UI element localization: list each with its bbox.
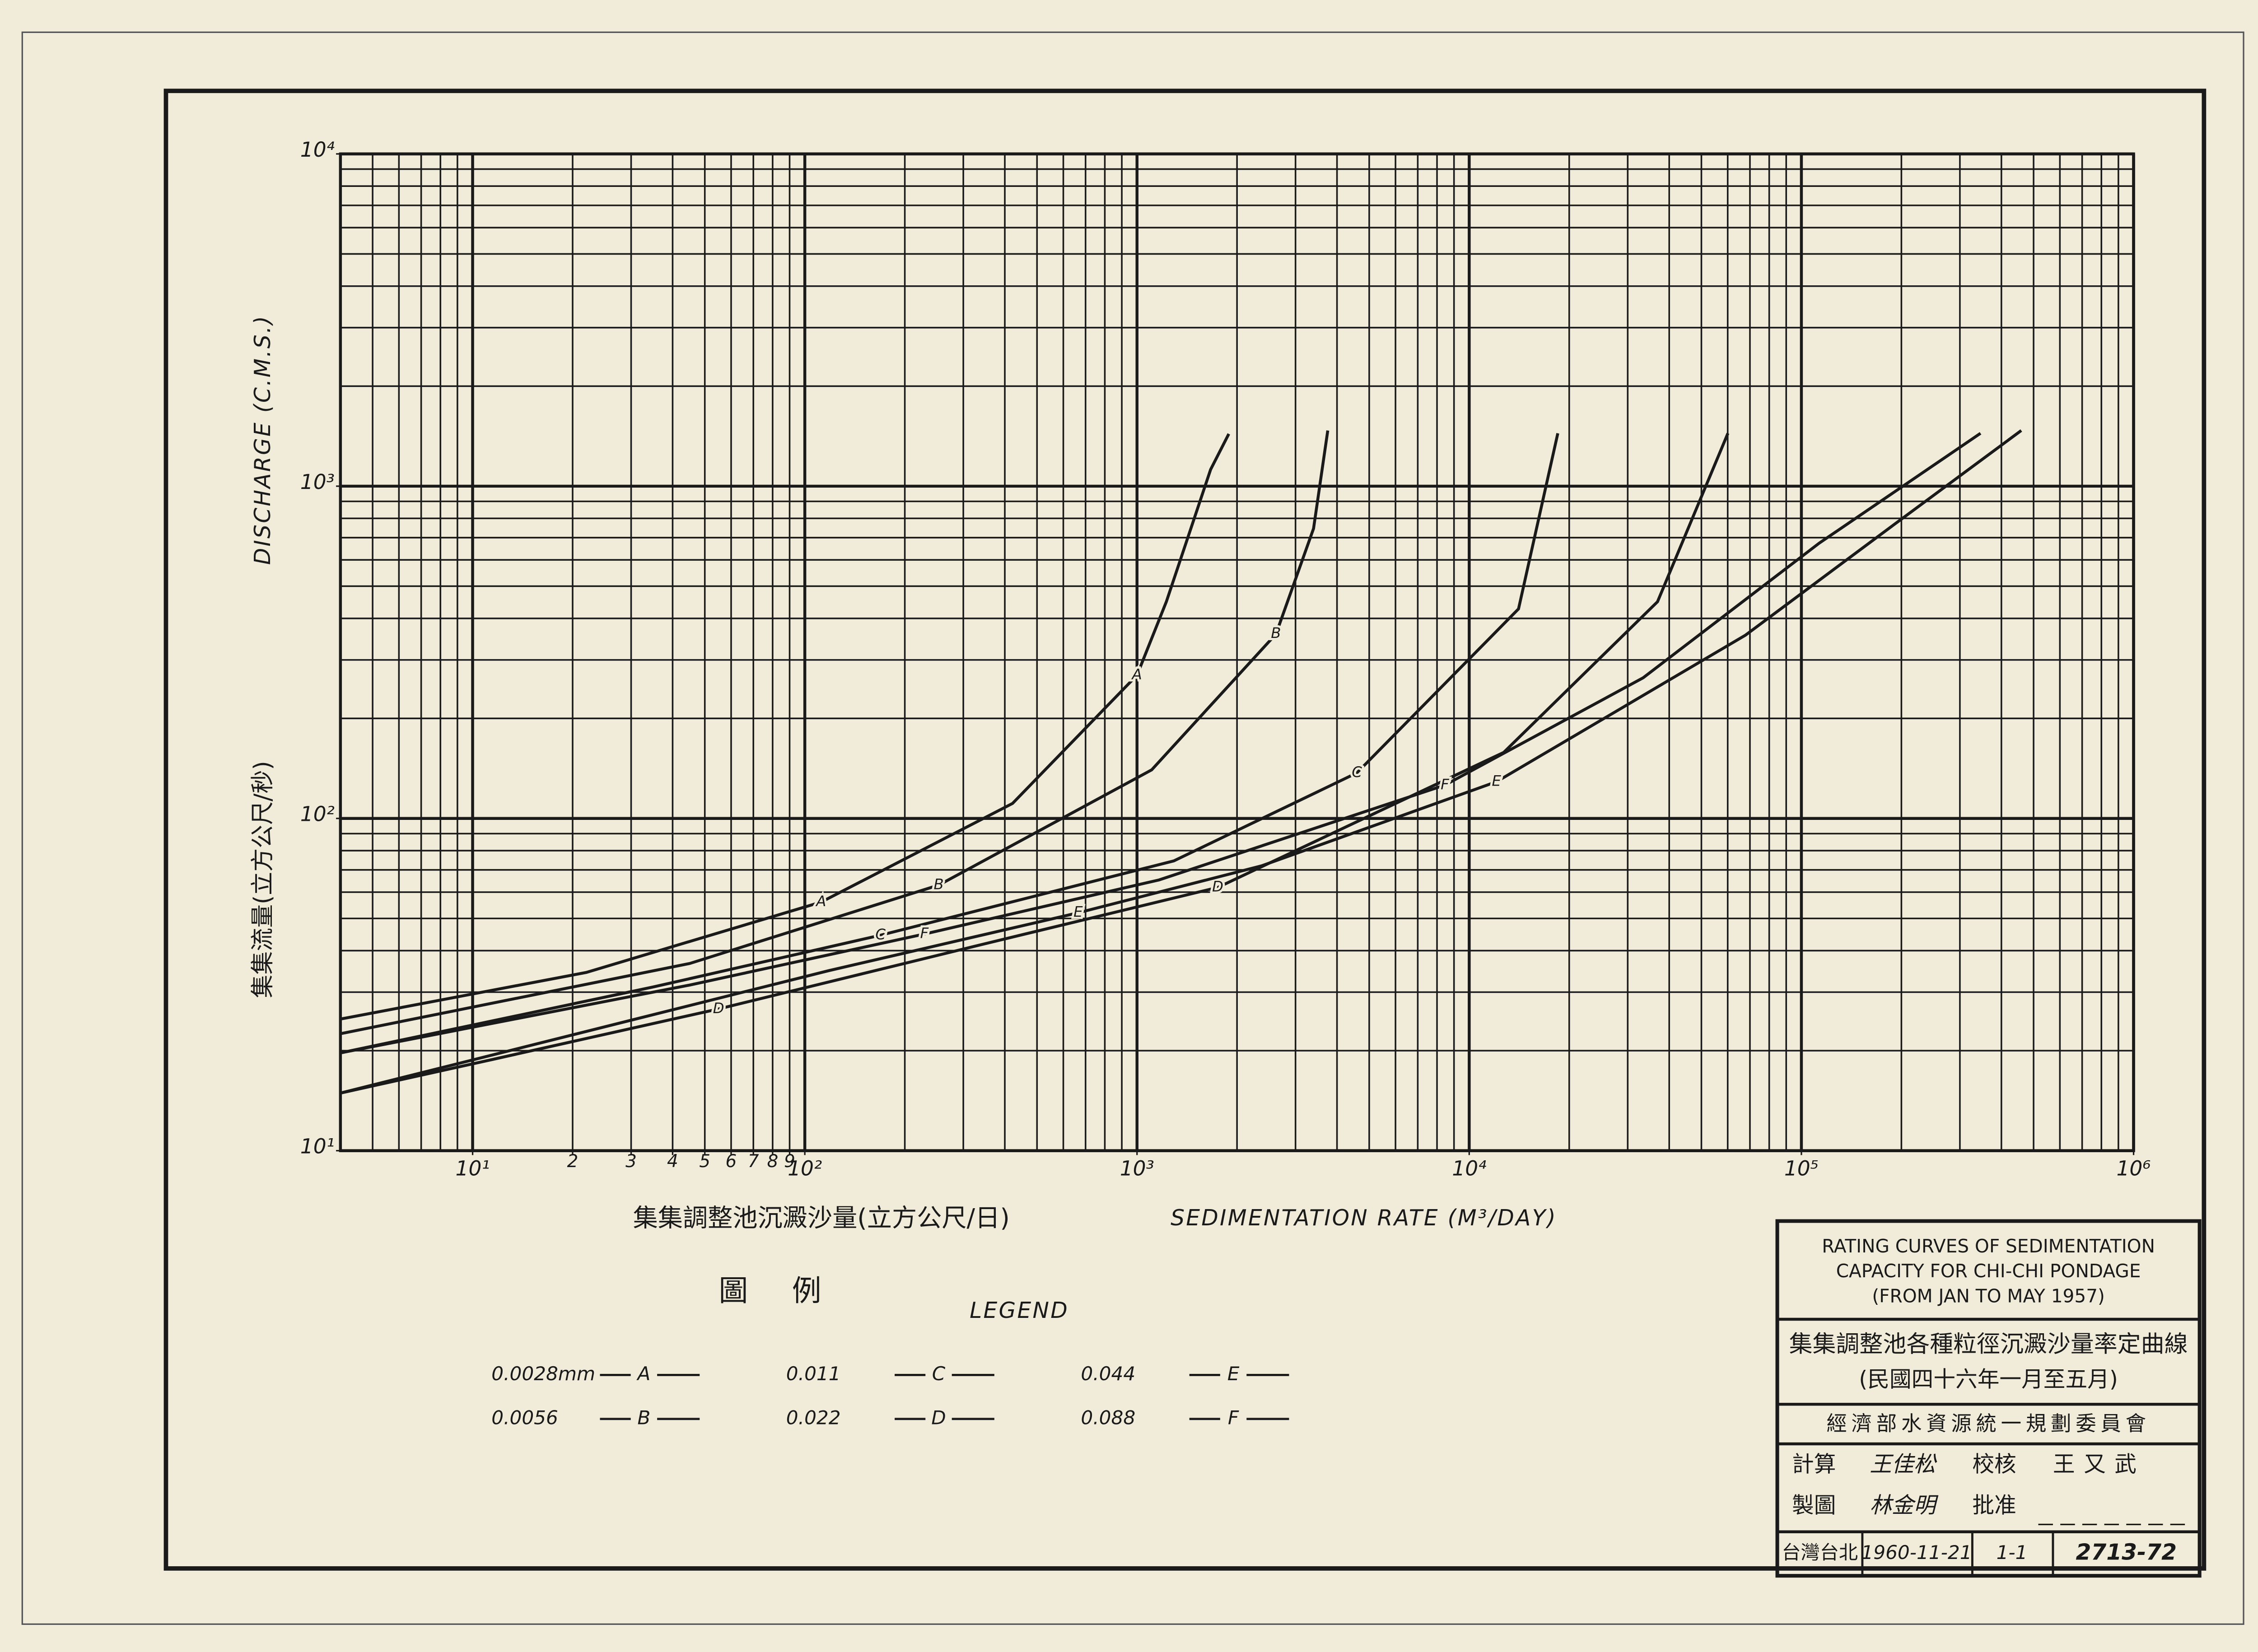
curve-label: F <box>1441 776 1450 793</box>
check-name: 王又武 <box>2053 1452 2146 1477</box>
y-tick-label: 10¹ <box>300 1135 335 1159</box>
y-axis-label: DISCHARGE (C.M.S.) <box>250 315 275 565</box>
check-label: 校核 <box>1972 1452 2016 1477</box>
curve <box>340 433 1559 1055</box>
legend-size: 0.022 <box>786 1406 841 1429</box>
curve <box>340 432 1982 1055</box>
curve <box>340 433 1230 1021</box>
period-cn: (民國四十六年一月至五月) <box>1859 1367 2118 1392</box>
x-tick-label: 2 <box>567 1151 578 1172</box>
frame <box>163 88 2207 1571</box>
x-tick-label: 9 <box>784 1151 795 1172</box>
curve-label: C <box>875 926 886 943</box>
x-axis-label: SEDIMENTATION RATE (M³/DAY) <box>1171 1205 1557 1231</box>
plot-frame <box>339 152 2135 1152</box>
calc-label: 計算 <box>1792 1452 1836 1477</box>
curve-label: F <box>920 925 929 942</box>
title-block-frame <box>1775 1219 2202 1578</box>
x-tick-label: 6 <box>726 1151 737 1172</box>
legend-label: F <box>1228 1406 1239 1429</box>
curve <box>340 430 1330 1035</box>
legend-size: 0.0056 <box>491 1406 558 1429</box>
draw-label: 製圖 <box>1792 1493 1836 1518</box>
calc-name: 王佳松 <box>1870 1452 1937 1477</box>
x-tick-label: 10³ <box>1120 1156 1154 1180</box>
outer-border <box>21 31 2244 1625</box>
curve-label: E <box>1073 903 1083 921</box>
curve <box>340 433 1730 1095</box>
x-tick-label: 10⁴ <box>1452 1156 1486 1180</box>
title-en: (FROM JAN TO MAY 1957) <box>1872 1285 2105 1307</box>
place: 台灣台北 <box>1782 1541 1858 1564</box>
x-tick-label: 10⁵ <box>1784 1156 1819 1180</box>
curve <box>340 429 2022 1095</box>
legend-label: B <box>637 1406 650 1429</box>
curve-label: A <box>815 893 826 910</box>
x-tick-label: 3 <box>625 1151 637 1172</box>
date: 1960-11-21 <box>1861 1541 1972 1564</box>
approve-label: 批准 <box>1972 1493 2016 1518</box>
x-axis-label-cn: 集集調整池沉澱沙量(立方公尺/日) <box>633 1204 1010 1233</box>
curve-label: B <box>1271 624 1281 642</box>
draw-name: 林金明 <box>1870 1493 1938 1518</box>
y-axis-label-cn: 集集流量(立方公尺/秒) <box>249 761 276 998</box>
curve-label: A <box>1131 665 1142 683</box>
x-tick-label: 5 <box>699 1151 710 1172</box>
y-tick-label: 10³ <box>300 470 335 494</box>
curve-label: D <box>713 1000 724 1017</box>
legend-size: 0.088 <box>1081 1406 1135 1429</box>
curve-label: E <box>1492 772 1501 789</box>
x-tick-label: 8 <box>767 1151 778 1172</box>
legend-size: 0.011 <box>786 1363 841 1385</box>
sheet: 1-1 <box>1997 1541 2028 1564</box>
legend-size: 0.0028mm <box>491 1363 595 1385</box>
agency: 經濟部水資源統一規劃委員會 <box>1826 1411 2150 1435</box>
curve-label: C <box>1352 763 1362 781</box>
x-tick-label: 10¹ <box>456 1156 490 1180</box>
legend-size: 0.044 <box>1081 1363 1135 1385</box>
drawing-number: 2713-72 <box>2076 1540 2177 1565</box>
y-tick-label: 10⁴ <box>300 138 335 162</box>
curve-label: B <box>934 875 944 893</box>
x-tick-label: 7 <box>748 1151 759 1172</box>
title-en: RATING CURVES OF SEDIMENTATION <box>1822 1235 2155 1257</box>
legend-label: A <box>636 1363 650 1385</box>
legend-title-cn: 圖例 <box>718 1274 865 1308</box>
x-tick-label: 10² <box>788 1156 822 1180</box>
y-tick-label: 10² <box>300 802 335 826</box>
title-block: RATING CURVES OF SEDIMENTATION CAPACITY … <box>1775 1219 2202 1578</box>
curve-label: D <box>1212 878 1223 895</box>
legend-label: D <box>931 1406 946 1429</box>
x-tick-label: 4 <box>667 1151 678 1172</box>
legend-label: E <box>1227 1363 1240 1385</box>
title-cn: 集集調整池各種粒徑沉澱沙量率定曲線 <box>1789 1331 2188 1358</box>
x-tick-label: 10⁶ <box>2116 1156 2151 1180</box>
title-en: CAPACITY FOR CHI-CHI PONDAGE <box>1836 1260 2141 1282</box>
legend-title: LEGEND <box>970 1298 1069 1323</box>
legend-label: C <box>932 1363 946 1385</box>
legend: 0.0028mm A 0.0056 B 0.011 C 0.022 D 0.044 E 0.088 F <box>491 1363 1289 1429</box>
